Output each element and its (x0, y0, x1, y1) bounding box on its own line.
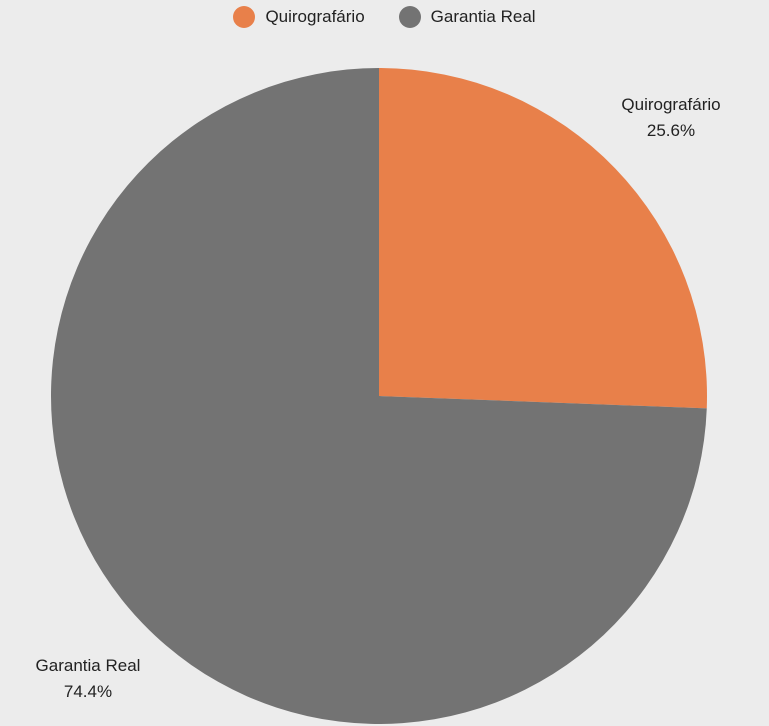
slice-label-percent: 25.6% (647, 121, 695, 140)
slice-label-name: Quirografário (621, 95, 720, 114)
pie-slice-garantia-real (50, 68, 707, 725)
legend-label-garantia-real: Garantia Real (430, 7, 536, 26)
legend-item-garantia-real: Garantia Real (398, 6, 536, 28)
slice-label-percent: 74.4% (64, 682, 112, 701)
legend-swatch-quirografario (233, 6, 256, 28)
legend-label-quirografario: Quirografário (265, 7, 365, 26)
slice-label-name: Garantia Real (36, 656, 141, 675)
legend: Quirografário Garantia Real (0, 6, 769, 28)
legend-item-quirografario: Quirografário (233, 6, 365, 28)
pie-slice-quirograf-rio (379, 68, 708, 409)
legend-swatch-garantia-real (398, 6, 421, 28)
